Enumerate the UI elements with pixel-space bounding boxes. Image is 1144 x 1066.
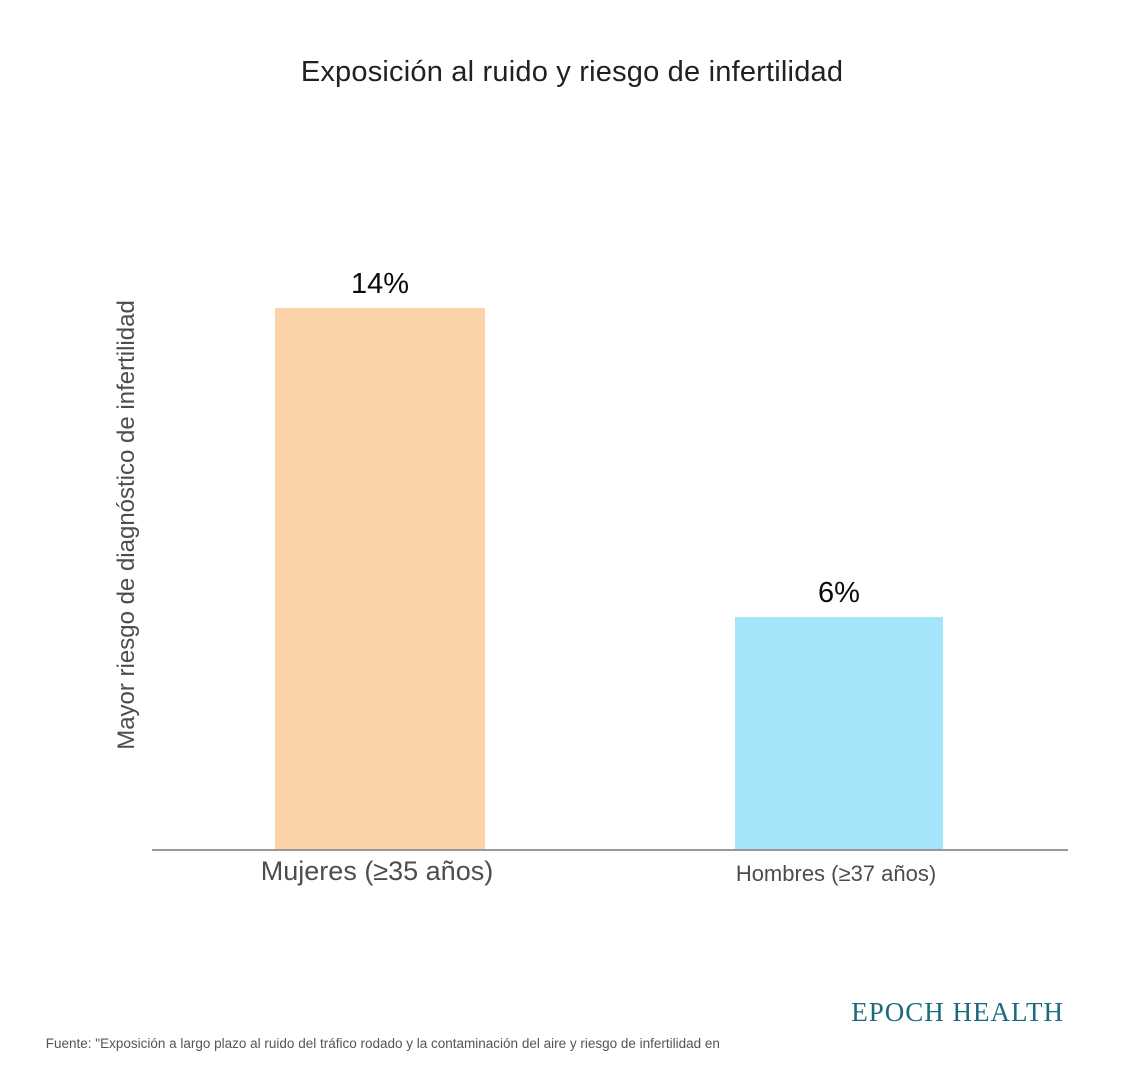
y-axis-label: Mayor riesgo de diagnóstico de infertili… [113,300,140,750]
x-axis-label-hombres: Hombres (≥37 años) [735,861,937,886]
bar-value-label-mujeres: 14% [350,268,410,301]
epoch-health-logo: EPOCH HEALTH [851,997,1064,1027]
source-citation-line1: Fuente: "Exposición a largo plazo al rui… [42,1036,720,1051]
bar-hombres [735,617,943,849]
bar-value-label-hombres: 6% [818,577,860,610]
chart-title: Exposición al ruido y riesgo de infertil… [300,56,844,88]
bar-group-mujeres: 14% [275,268,485,849]
bar-chart: 14% 6% [152,268,1068,851]
source-citation: Fuente: "Exposición a largo plazo al rui… [42,986,720,1066]
x-axis-label-mujeres: Mujeres (≥35 años) [260,856,494,886]
bar-group-hombres: 6% [735,577,943,849]
bar-mujeres [275,308,485,849]
